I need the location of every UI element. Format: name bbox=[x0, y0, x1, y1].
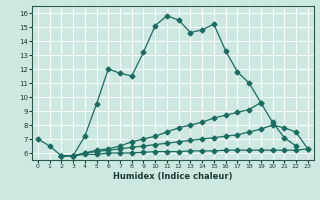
X-axis label: Humidex (Indice chaleur): Humidex (Indice chaleur) bbox=[113, 172, 233, 181]
